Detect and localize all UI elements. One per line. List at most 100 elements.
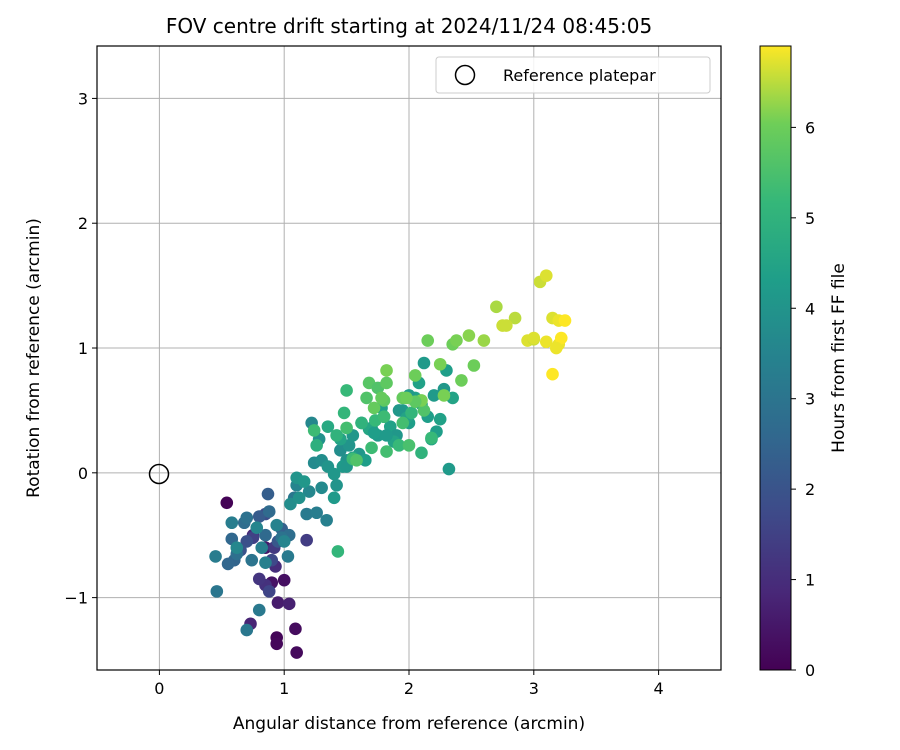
data-point — [331, 545, 345, 558]
data-point — [250, 521, 264, 535]
legend-label: Reference platepar — [503, 66, 656, 85]
data-point — [405, 406, 418, 420]
data-point — [421, 334, 435, 347]
data-point — [427, 389, 441, 402]
data-point — [546, 367, 559, 381]
data-point — [210, 585, 224, 598]
data-point — [467, 359, 481, 372]
data-point — [350, 454, 363, 467]
y-tick-label: 3 — [78, 89, 88, 108]
gridlines — [97, 46, 721, 670]
data-point — [230, 541, 244, 554]
data-point — [500, 319, 513, 332]
data-point — [209, 550, 222, 563]
data-point — [367, 426, 381, 440]
data-point — [417, 356, 431, 370]
y-tick-label: −1 — [64, 589, 88, 608]
y-axis-ticks: −1 0 1 2 3 — [64, 89, 97, 608]
data-point — [415, 446, 428, 460]
data-point — [259, 528, 272, 542]
legend-box — [435, 56, 711, 94]
colorbar: 0 1 2 3 4 5 6 Hours from first FF file — [759, 45, 849, 680]
data-point — [340, 384, 353, 397]
data-point — [252, 603, 266, 617]
colorbar-label: Hours from first FF file — [829, 263, 849, 453]
colorbar-tick-label: 5 — [805, 209, 815, 228]
data-point — [396, 416, 410, 430]
data-point — [300, 507, 313, 521]
data-point — [281, 550, 295, 563]
data-point — [307, 424, 321, 437]
data-point — [245, 553, 259, 567]
data-point — [259, 556, 272, 569]
data-point — [302, 485, 316, 498]
data-point — [408, 369, 422, 382]
data-point — [284, 497, 297, 511]
data-point — [221, 557, 235, 571]
data-point — [508, 311, 522, 325]
data-point — [554, 331, 568, 345]
chart-title: FOV centre drift starting at 2024/11/24 … — [166, 14, 652, 38]
x-tick-label: 3 — [529, 679, 539, 698]
data-point — [310, 439, 323, 452]
data-point — [450, 334, 463, 347]
data-point — [377, 410, 391, 423]
data-points — [209, 269, 572, 659]
data-point — [539, 269, 553, 282]
data-point — [271, 596, 285, 609]
data-point — [282, 597, 296, 611]
data-point — [375, 391, 388, 405]
data-point — [290, 646, 303, 659]
data-point — [462, 329, 476, 342]
data-point — [527, 331, 541, 345]
data-point — [380, 445, 393, 458]
data-point — [477, 334, 491, 347]
data-point — [367, 401, 381, 415]
data-point — [240, 623, 254, 637]
y-axis-label: Rotation from reference (arcmin) — [24, 218, 44, 498]
data-point — [359, 454, 372, 467]
x-axis-label: Angular distance from reference (arcmin) — [233, 714, 585, 734]
data-point — [320, 513, 333, 527]
reference-marker — [148, 463, 170, 485]
data-point — [337, 406, 351, 420]
data-point — [297, 475, 311, 488]
data-point — [437, 389, 451, 402]
data-point — [240, 535, 254, 548]
x-tick-label: 1 — [279, 679, 289, 698]
data-point — [340, 421, 353, 435]
data-point — [330, 429, 343, 442]
colorbar-gradient — [759, 45, 792, 671]
data-point — [277, 535, 291, 548]
data-point — [549, 341, 563, 355]
x-axis-ticks: 0 1 2 3 4 — [154, 670, 664, 698]
data-point — [365, 441, 378, 455]
legend: Reference platepar — [435, 56, 711, 94]
data-point — [342, 439, 356, 452]
data-point — [392, 439, 406, 452]
y-tick-label: 2 — [78, 214, 88, 233]
data-point — [220, 496, 234, 510]
data-point — [539, 335, 553, 349]
data-point — [327, 467, 341, 481]
data-point — [252, 510, 266, 523]
data-point — [442, 462, 456, 476]
x-tick-label: 0 — [154, 679, 164, 698]
y-tick-label: 1 — [78, 339, 88, 358]
data-point — [240, 511, 254, 525]
data-point — [490, 300, 503, 314]
data-point — [292, 491, 306, 505]
data-point — [310, 506, 323, 520]
data-point — [425, 431, 438, 445]
data-point — [225, 516, 239, 530]
data-point — [558, 314, 572, 327]
data-point — [360, 391, 373, 405]
data-point — [270, 637, 284, 651]
data-point — [300, 533, 313, 547]
data-point — [277, 573, 291, 587]
data-point — [380, 376, 393, 390]
data-point — [433, 412, 447, 426]
data-point — [417, 404, 431, 417]
data-point — [400, 391, 413, 405]
